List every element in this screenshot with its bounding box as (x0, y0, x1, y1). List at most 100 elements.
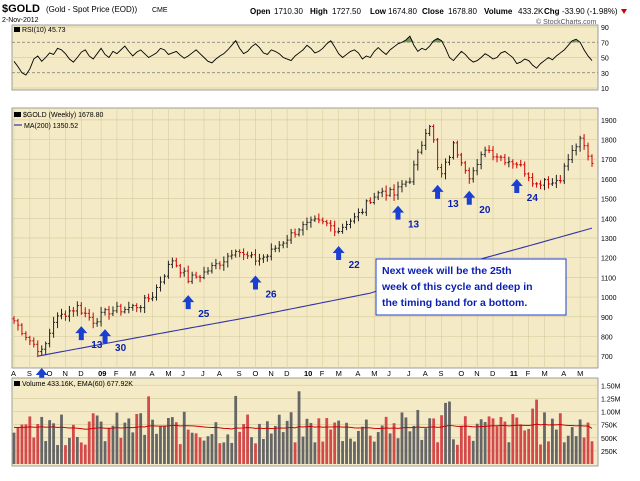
volume-bar (570, 427, 574, 464)
annotation-line-3: the timing band for a bottom. (382, 297, 527, 309)
price-bar (257, 253, 261, 266)
x-axis-label: J (201, 369, 205, 378)
x-axis-label: N (268, 369, 273, 378)
volume-bar (396, 438, 400, 464)
price-bar (222, 256, 226, 271)
volume-bar (491, 418, 495, 464)
volume-bars (12, 391, 594, 464)
volume-bar (463, 416, 467, 464)
rsi-tick-label: 10 (601, 86, 609, 93)
price-bar (44, 341, 48, 355)
x-axis-label: M (130, 369, 136, 378)
price-bar (52, 316, 56, 338)
rsi-legend: RSI(10) 45.73 (22, 27, 66, 34)
price-bar (523, 161, 527, 177)
price-bar (436, 138, 440, 171)
price-tick-label: 1800 (601, 138, 617, 145)
price-bar (309, 216, 313, 228)
price-bar (99, 306, 103, 327)
price-bar (412, 160, 416, 186)
price-bar (444, 158, 448, 180)
price-tick-label: 900 (601, 315, 613, 322)
volume-bar (198, 437, 202, 464)
volume-bar (79, 442, 83, 464)
volume-bar (590, 441, 594, 464)
cycle-length-label: 13 (408, 220, 420, 231)
cycle-arrows: 24133025262213132024 (35, 178, 538, 393)
price-bar (123, 306, 127, 314)
volume-value: 433.2K (518, 7, 544, 16)
price-bar (578, 135, 582, 152)
chart-header: $GOLD (Gold - Spot Price (EOD)) CME 2-No… (2, 3, 627, 26)
price-bar (186, 265, 190, 284)
volume-bar (242, 424, 246, 464)
price-bar (400, 180, 404, 193)
volume-bar (495, 426, 499, 464)
price-bar (345, 220, 349, 231)
price-bar (440, 163, 444, 178)
volume-bar (75, 436, 79, 464)
x-axis-label: A (11, 369, 16, 378)
volume-tick-label: 750K (601, 423, 618, 430)
up-arrow-icon (431, 184, 444, 199)
volume-bar (166, 417, 170, 464)
price-bar (380, 187, 384, 198)
rsi-legend-swatch (14, 27, 20, 32)
price-bar (182, 267, 186, 277)
volume-bar (337, 420, 341, 464)
price-bar (527, 172, 531, 182)
volume-bar (297, 391, 301, 464)
volume-bar (293, 442, 297, 464)
volume-bar (384, 416, 388, 464)
volume-bar (436, 442, 440, 464)
volume-bar (12, 432, 16, 464)
price-bar (491, 146, 495, 161)
price-bar (305, 217, 309, 231)
high-label: High (310, 7, 328, 16)
price-bar (234, 249, 238, 258)
volume-bar (265, 421, 269, 464)
volume-bar (115, 412, 119, 464)
price-bar (103, 307, 107, 316)
price-bar (539, 180, 543, 190)
price-bar (293, 228, 297, 238)
price-bar (20, 323, 24, 336)
volume-bar (277, 414, 281, 464)
price-bars (12, 124, 594, 358)
volume-bar (578, 419, 582, 464)
symbol-description: (Gold - Spot Price (EOD)) (46, 5, 137, 14)
volume-bar (281, 432, 285, 464)
price-bar (83, 307, 87, 318)
price-bar (198, 274, 202, 283)
volume-bar (174, 422, 178, 464)
price-bar (143, 294, 147, 314)
cycle-length-label: 30 (115, 343, 127, 354)
volume-bar (479, 419, 483, 464)
volume-bar (368, 435, 372, 464)
cycle-length-label: 13 (448, 199, 460, 210)
cycle-length-label: 22 (349, 260, 361, 271)
x-axis-label: J (387, 369, 391, 378)
price-bar (87, 308, 91, 321)
volume-bar (285, 420, 289, 464)
x-axis-label: M (165, 369, 171, 378)
price-bar (238, 249, 242, 258)
volume-bar (380, 425, 384, 464)
volume-bar (535, 399, 538, 464)
cycle-arrow: 25 (182, 295, 210, 320)
price-bar (174, 257, 178, 268)
volume-bar (222, 442, 226, 464)
cycle-arrow: 30 (99, 329, 127, 354)
volume-bar (558, 413, 562, 464)
x-axis-label: 11 (510, 369, 518, 378)
volume-bar (91, 413, 95, 464)
price-bar (424, 128, 428, 150)
up-arrow-icon (99, 329, 112, 344)
price-bar (574, 143, 578, 156)
price-tick-label: 1900 (601, 118, 617, 125)
rsi-tick-label: 90 (601, 25, 609, 32)
volume-bar (364, 419, 368, 464)
price-bar (135, 303, 139, 313)
volume-bar (107, 428, 111, 464)
volume-bar (186, 429, 190, 464)
